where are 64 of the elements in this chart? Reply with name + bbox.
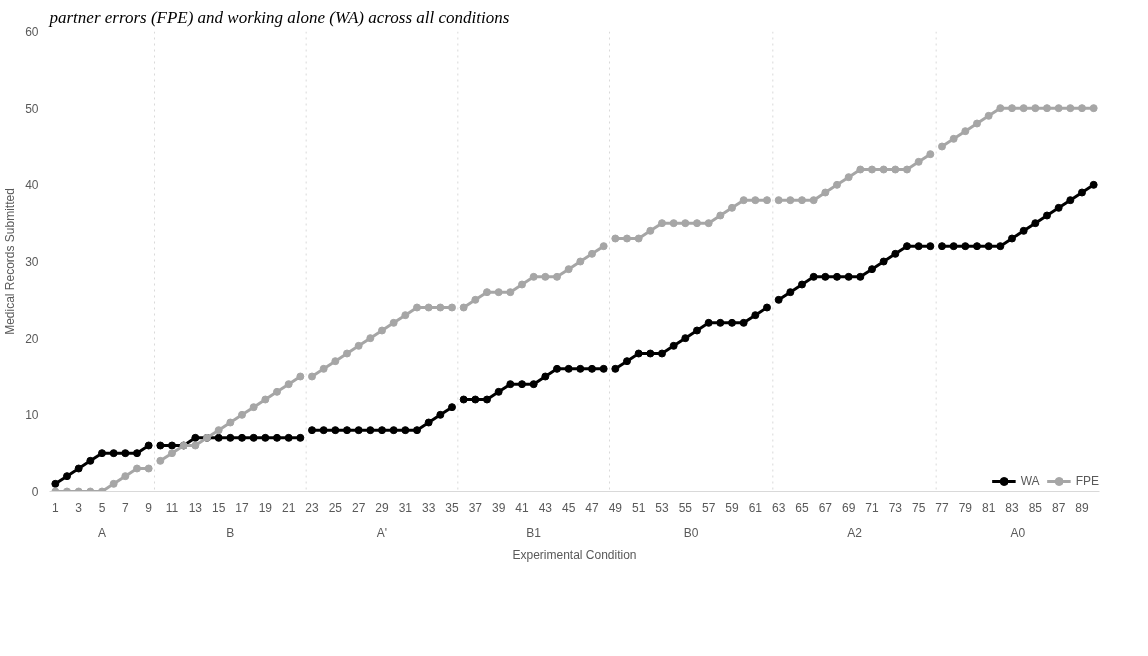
x-tick-label: 27 [351, 500, 366, 515]
x-tick-label: 23 [305, 500, 319, 515]
x-tick-label: 17 [235, 500, 249, 515]
y-tick-label: 20 [25, 331, 39, 346]
y-tick-label: 50 [25, 101, 39, 116]
x-tick-label: 13 [188, 500, 203, 515]
y-tick-label: 0 [31, 485, 39, 499]
y-tick-label: 60 [25, 25, 39, 39]
x-tick-label: 41 [515, 500, 529, 515]
legend-label: WA [1020, 474, 1041, 488]
chart-title: partner errors (FPE) and working alone (WA) across all conditions [48, 7, 510, 27]
x-tick-label: 61 [748, 500, 763, 515]
x-tick-label: 19 [258, 500, 273, 515]
x-tick-label: 39 [491, 500, 506, 515]
x-tick-label: 73 [888, 500, 903, 515]
x-tick-label: 3 [75, 500, 83, 515]
text: B0 [683, 525, 699, 540]
x-tick-label: 43 [538, 500, 553, 515]
y-tick-label: 30 [25, 255, 39, 269]
x-tick-label: 47 [585, 500, 599, 515]
x-tick-label: 59 [725, 500, 739, 515]
x-tick-label: 5 [98, 500, 106, 515]
x-tick-label: 53 [655, 500, 669, 515]
x-tick-label: 69 [841, 500, 856, 515]
legend-label: FPE [1075, 474, 1099, 488]
x-tick-label: 11 [165, 500, 179, 515]
text: A0 [1010, 525, 1026, 540]
x-tick-label: 51 [631, 500, 646, 515]
text: B1 [526, 525, 542, 540]
text: A2 [847, 525, 863, 540]
x-tick-label: 65 [795, 500, 809, 515]
x-tick-label: 75 [911, 500, 926, 515]
x-tick-label: 21 [281, 500, 296, 515]
x-tick-label: 79 [958, 500, 973, 515]
x-tick-label: 55 [678, 500, 693, 515]
x-tick-label: 89 [1075, 500, 1089, 515]
x-tick-label: 81 [981, 500, 996, 515]
x-tick-label: 9 [145, 500, 153, 515]
x-tick-label: 29 [375, 500, 389, 515]
x-tick-label: 1 [52, 500, 59, 515]
text: B [226, 525, 235, 540]
text: A [98, 525, 107, 540]
x-tick-label: 83 [1005, 500, 1019, 515]
x-tick-label: 7 [122, 500, 129, 515]
x-tick-label: 49 [608, 500, 623, 515]
x-tick-label: 31 [398, 500, 413, 515]
x-tick-label: 25 [328, 500, 343, 515]
x-tick-label: 35 [445, 500, 459, 515]
y-tick-label: 10 [25, 408, 39, 423]
x-tick-label: 57 [701, 500, 716, 515]
x-tick-label: 67 [818, 500, 833, 515]
x-tick-label: 63 [771, 500, 786, 515]
x-tick-label: 33 [421, 500, 436, 515]
x-axis-title: Experimental Condition [512, 547, 637, 562]
x-tick-label: 71 [865, 500, 879, 515]
x-tick-label: 45 [561, 500, 576, 515]
x-tick-label: 77 [935, 500, 949, 515]
text: A' [376, 525, 388, 540]
y-tick-label: 40 [25, 178, 39, 193]
x-tick-label: 87 [1051, 500, 1066, 515]
x-tick-label: 15 [211, 500, 226, 515]
x-tick-label: 37 [468, 500, 483, 515]
x-tick-label: 85 [1028, 500, 1043, 515]
y-axis-title: Medical Records Submitted [3, 188, 18, 335]
